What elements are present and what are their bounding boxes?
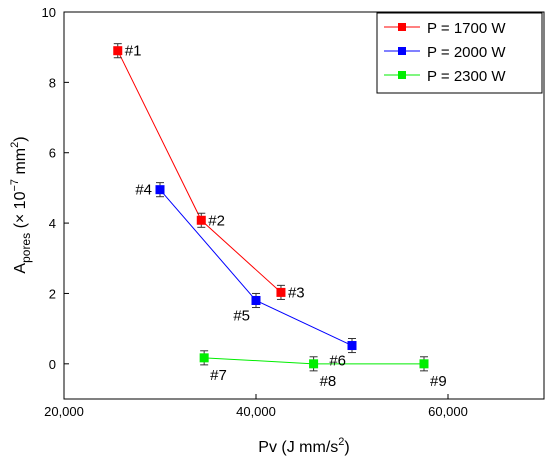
- data-point-2-0: [199, 353, 209, 363]
- point-label-2-0: #7: [210, 367, 227, 384]
- y-axis-label: Apores (× 10−7 mm2): [9, 136, 33, 273]
- x-tick-label-0: 20,000: [44, 404, 84, 419]
- data-point-1-0: [155, 185, 165, 195]
- legend-label-0: P = 1700 W: [427, 20, 506, 37]
- error-bars: [113, 43, 428, 372]
- point-label-0-2: #3: [288, 284, 305, 301]
- legend-marker-0: [398, 23, 406, 31]
- point-label-1-1: #5: [233, 307, 250, 324]
- point-label-1-2: #6: [329, 353, 346, 370]
- point-labels: #1 #2 #3 #4 #5 #6 #7 #8 #9: [125, 43, 447, 390]
- legend-marker-2: [398, 71, 406, 79]
- point-label-1-0: #4: [135, 182, 152, 199]
- data-point-2-1: [309, 359, 319, 369]
- data-markers: [113, 46, 429, 369]
- y-tick-label-4: 8: [49, 75, 56, 90]
- data-point-0-0: [113, 46, 123, 56]
- data-point-1-2: [347, 341, 357, 351]
- legend: P = 1700 W P = 2000 W P = 2300 W: [376, 12, 543, 94]
- legend-label-1: P = 2000 W: [427, 44, 506, 61]
- data-point-1-1: [251, 295, 261, 305]
- point-label-0-1: #2: [208, 212, 225, 229]
- x-tick-label-2: 60,000: [428, 404, 468, 419]
- data-point-2-2: [419, 359, 429, 369]
- legend-label-2: P = 2300 W: [427, 68, 506, 85]
- legend-marker-1: [398, 47, 406, 55]
- y-tick-label-5: 10: [42, 5, 56, 20]
- y-tick-label-0: 0: [49, 357, 56, 372]
- y-tick-label-2: 4: [49, 216, 56, 231]
- data-point-0-2: [276, 287, 286, 297]
- point-label-0-0: #1: [125, 43, 142, 60]
- axis-ticks: 20,000 40,000 60,000 0 2 4 6 8 10: [42, 5, 468, 419]
- point-label-2-2: #9: [430, 373, 447, 390]
- x-axis-label: Pv (J mm/s2): [258, 436, 349, 456]
- y-tick-label-1: 2: [49, 286, 56, 301]
- x-tick-label-1: 40,000: [236, 404, 276, 419]
- point-label-2-1: #8: [320, 373, 337, 390]
- data-point-0-1: [196, 215, 206, 225]
- y-tick-label-3: 6: [49, 146, 56, 161]
